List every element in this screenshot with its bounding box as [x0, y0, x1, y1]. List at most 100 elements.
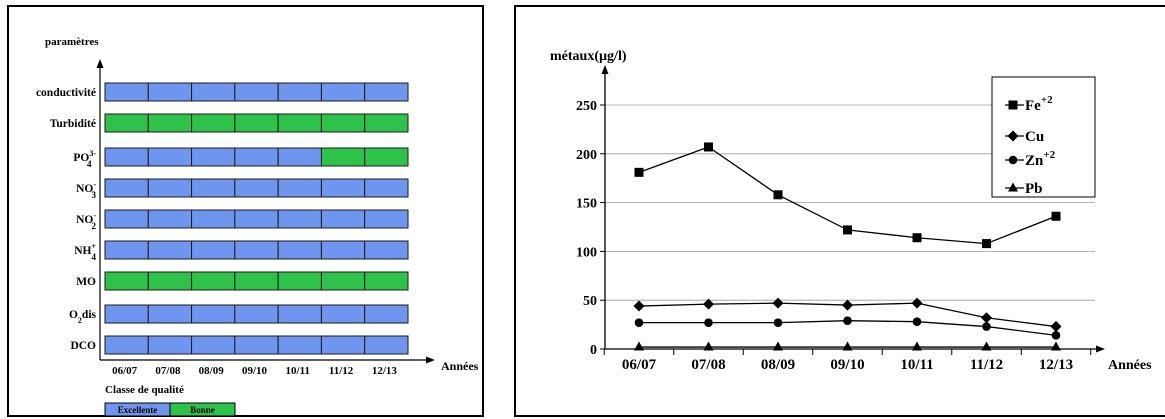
- quality-cell: [364, 147, 409, 167]
- legend-label: Fe+2: [1025, 94, 1053, 114]
- quality-cell: [234, 209, 279, 229]
- data-point-pb: [1051, 341, 1061, 351]
- data-point-zn: [843, 316, 852, 325]
- quality-cell: [147, 113, 193, 133]
- legend-label: Bonne: [190, 405, 215, 415]
- data-point-cu: [842, 299, 853, 311]
- y-tick-label: 200: [576, 148, 597, 163]
- row-label: PO3-4: [73, 149, 96, 169]
- quality-cell: [277, 271, 322, 291]
- quality-cell: [277, 304, 322, 324]
- quality-cell: [147, 178, 193, 198]
- x-tick-label: 07/08: [155, 365, 181, 377]
- legend-swatch: [169, 402, 236, 417]
- quality-cell: [191, 82, 236, 102]
- legend-box: [991, 76, 1096, 198]
- quality-cell: [277, 82, 322, 102]
- quality-cell: [104, 178, 149, 198]
- data-point-cu: [772, 297, 784, 309]
- row-label: O2dis: [69, 309, 97, 325]
- legend-label: Pb: [1025, 181, 1043, 197]
- x-tick-label: 08/09: [761, 357, 795, 373]
- quality-cell: [320, 304, 366, 324]
- metals-line-chart-panel: 0 50 100 150 200 250 métaux(µg/l) Années 06/07 07…: [514, 5, 1165, 417]
- quality-cell: [234, 271, 279, 291]
- legend-title: Classe de qualité: [105, 384, 184, 396]
- quality-cell: [104, 113, 149, 133]
- quality-cell: [191, 240, 236, 260]
- quality-cell: [277, 240, 322, 260]
- data-point-zn: [912, 317, 922, 326]
- data-point-fe: [982, 239, 991, 249]
- quality-cell: [234, 147, 279, 167]
- data-point-zn: [982, 322, 991, 331]
- data-point-fe: [843, 225, 852, 235]
- quality-cell: [277, 335, 322, 355]
- quality-cell: [234, 113, 279, 133]
- quality-cell: [320, 178, 366, 198]
- quality-cell: [364, 209, 409, 229]
- y-tick-label: 0: [590, 343, 597, 358]
- legend-label: Excellente: [118, 405, 158, 415]
- quality-cell: [234, 335, 279, 355]
- quality-cell: [234, 178, 279, 198]
- data-point-fe: [704, 142, 713, 152]
- y-axis-title: métaux(µg/l): [550, 49, 627, 64]
- quality-cell: [147, 240, 193, 260]
- quality-cell: [147, 335, 193, 355]
- x-tick-label: 06/07: [112, 365, 138, 377]
- quality-cell: [364, 304, 409, 324]
- quality-cell: [277, 147, 322, 167]
- row-label: NO-3: [76, 180, 96, 200]
- y-axis-arrow: [96, 59, 104, 68]
- quality-cell: [104, 209, 149, 229]
- quality-cell: [364, 113, 409, 133]
- x-axis-title: Années: [441, 359, 479, 373]
- quality-cell: [191, 178, 236, 198]
- quality-cell: [147, 147, 193, 167]
- legend-label: Cu: [1025, 129, 1044, 145]
- quality-cell: [104, 82, 149, 102]
- quality-cell: [191, 335, 236, 355]
- quality-cell: [104, 147, 149, 167]
- data-point-cu: [633, 300, 645, 312]
- row-label: NH+ 4: [74, 242, 96, 262]
- row-label: NO-2: [76, 211, 96, 231]
- y-axis-arrow: [601, 65, 609, 74]
- quality-cell: [191, 271, 236, 291]
- x-tick-label: 11/12: [970, 357, 1003, 373]
- quality-cell: [147, 304, 193, 324]
- quality-cell: [364, 335, 409, 355]
- y-tick-label: 250: [576, 99, 597, 114]
- data-point-pb: [634, 341, 644, 351]
- quality-cell: [320, 271, 366, 291]
- quality-cell: [364, 240, 409, 260]
- quality-cell: [147, 209, 193, 229]
- x-tick-label: 06/07: [622, 357, 657, 373]
- data-point-pb: [842, 341, 853, 351]
- legend-label: Zn+2: [1025, 149, 1056, 169]
- x-tick-label: 07/08: [691, 357, 725, 373]
- data-point-cu: [981, 312, 992, 324]
- quality-cell: [234, 304, 279, 324]
- x-tick-label: 12/13: [372, 365, 398, 377]
- quality-cell: [320, 209, 366, 229]
- quality-cell: [364, 82, 409, 102]
- row-label: DCO: [70, 340, 96, 352]
- x-axis-arrow: [426, 356, 435, 364]
- y-tick-label: 100: [576, 245, 597, 260]
- data-point-cu: [703, 298, 714, 310]
- x-axis-arrow: [1096, 345, 1105, 353]
- quality-cell: [104, 335, 149, 355]
- y-tick-label: 50: [583, 294, 597, 309]
- quality-cell: [277, 178, 322, 198]
- quality-cell: [147, 271, 193, 291]
- data-point-zn: [1051, 331, 1061, 340]
- x-tick-label: 10/11: [900, 357, 933, 373]
- data-point-pb: [773, 341, 783, 351]
- data-point-fe: [773, 190, 783, 200]
- quality-cell: [320, 240, 366, 260]
- quality-cell: [320, 335, 366, 355]
- quality-cell: [277, 209, 322, 229]
- quality-class-chart-panel: paramètres Années conductivité Turbidité PO3…: [7, 5, 484, 417]
